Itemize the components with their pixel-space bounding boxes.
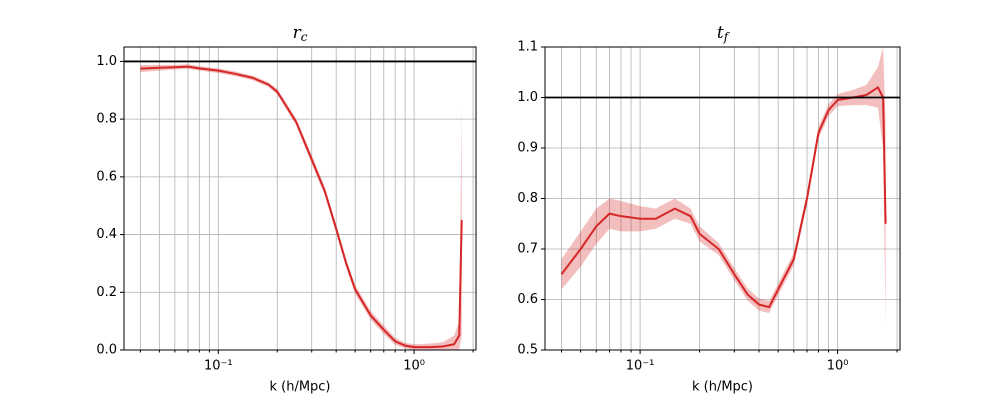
y-tick-label: 0.7 xyxy=(517,242,538,257)
title-subscript: c xyxy=(301,30,308,44)
title-subscript: f xyxy=(723,30,731,44)
x-axis-label: k (h/Mpc) xyxy=(692,380,753,395)
y-tick-label: 0.2 xyxy=(96,285,117,300)
title-main: r xyxy=(293,23,302,43)
y-tick-label: 0.0 xyxy=(96,343,117,358)
y-tick-label: 0.8 xyxy=(517,191,538,206)
y-tick-label: 0.9 xyxy=(517,141,538,156)
title-main: t xyxy=(717,23,724,43)
x-axis-label: k (h/Mpc) xyxy=(269,380,330,395)
y-tick-label: 0.5 xyxy=(517,343,538,358)
data-line xyxy=(560,85,887,309)
y-tick-label: 0.4 xyxy=(96,227,117,242)
y-tick-label: 0.6 xyxy=(96,169,117,184)
chart-title: tf xyxy=(717,23,731,44)
y-tick-label: 0.8 xyxy=(96,112,117,127)
error-band xyxy=(140,64,462,350)
x-tick-label: 10⁻¹ xyxy=(626,359,655,374)
error-band xyxy=(561,47,886,325)
data-line xyxy=(140,65,463,349)
axes-frame xyxy=(544,46,901,351)
y-tick-label: 0.6 xyxy=(517,292,538,307)
chart-title: rc xyxy=(293,23,308,44)
x-tick-label: 10⁰ xyxy=(827,359,849,374)
y-tick-label: 1.1 xyxy=(517,40,538,55)
axes-frame xyxy=(123,46,477,351)
x-tick-label: 10⁻¹ xyxy=(204,359,233,374)
x-tick-label: 10⁰ xyxy=(403,359,425,374)
y-tick-label: 1.0 xyxy=(96,54,117,69)
y-tick-label: 1.0 xyxy=(517,90,538,105)
